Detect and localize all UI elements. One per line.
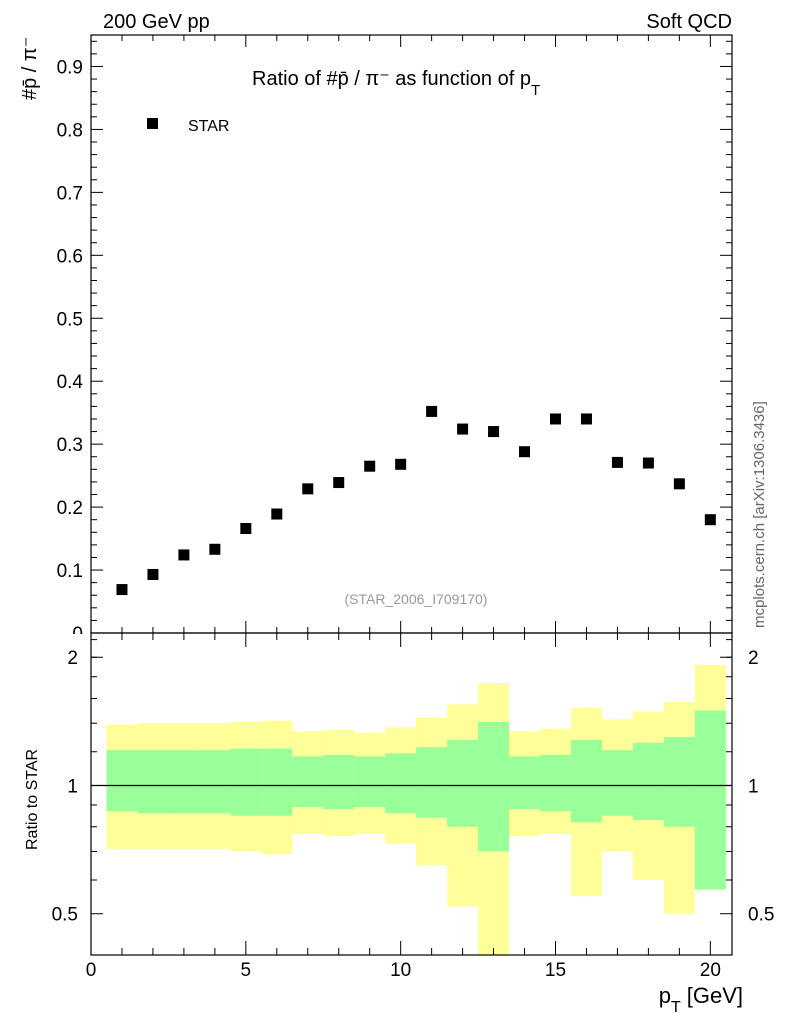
stat-uncertainty-band bbox=[292, 756, 324, 808]
data-point bbox=[580, 413, 592, 425]
data-point bbox=[673, 478, 685, 490]
header-collision-label: 200 GeV pp bbox=[103, 11, 210, 33]
data-point bbox=[240, 523, 252, 535]
ratio-y-tick-label-right: 1 bbox=[748, 776, 759, 797]
x-tick-label: 5 bbox=[241, 960, 252, 981]
stat-uncertainty-band bbox=[168, 750, 200, 814]
data-point bbox=[457, 423, 469, 435]
main-y-tick-label: 0.9 bbox=[57, 57, 83, 78]
stat-uncertainty-band bbox=[601, 750, 633, 816]
data-point bbox=[333, 477, 345, 489]
stat-uncertainty-band bbox=[540, 754, 571, 812]
x-axis-label: pT [GeV] bbox=[659, 983, 743, 1016]
ratio-y-tick-label-right: 2 bbox=[748, 648, 759, 669]
main-y-tick-label: 0.8 bbox=[57, 120, 83, 141]
stat-uncertainty-band bbox=[106, 750, 138, 812]
uncertainty-bands bbox=[106, 664, 726, 955]
data-point bbox=[364, 460, 376, 472]
stat-uncertainty-band bbox=[416, 747, 448, 818]
x-axis-label-unit: [GeV] bbox=[687, 983, 743, 1008]
data-point bbox=[116, 584, 128, 596]
stat-uncertainty-band bbox=[632, 742, 664, 820]
ratio-x-axis: 0 5 10 15 20 bbox=[86, 633, 721, 981]
main-y-axis: 0 0.1 0.2 0.3 0.4 0.5 0.6 0.7 0.8 0.9 bbox=[57, 40, 732, 645]
x-tick-label: 20 bbox=[700, 960, 721, 981]
x-axis-label-subscript: T bbox=[671, 999, 681, 1016]
stat-uncertainty-band bbox=[230, 748, 262, 816]
stat-uncertainty-band bbox=[199, 750, 231, 814]
ratio-panel: 0.5 0.5 1 1 2 2 0 5 10 15 20 Ratio to STAR pT [GeV… bbox=[24, 632, 774, 1016]
legend-marker-star bbox=[147, 118, 158, 129]
legend-label-star: STAR bbox=[188, 118, 229, 135]
stat-uncertainty-band bbox=[447, 739, 479, 827]
side-credit-label: mcplots.cern.ch [arXiv:1306.3436] bbox=[751, 401, 768, 628]
data-point bbox=[426, 405, 438, 417]
stat-uncertainty-band bbox=[663, 736, 695, 827]
data-point bbox=[147, 568, 159, 580]
x-tick-label: 10 bbox=[390, 960, 411, 981]
stat-uncertainty-band bbox=[261, 748, 293, 816]
ratio-y-tick-label-left: 0.5 bbox=[52, 905, 78, 926]
main-y-tick-label: 0.6 bbox=[57, 246, 83, 267]
main-y-tick-label: 0.3 bbox=[57, 435, 83, 456]
main-title-text: Ratio of #p̄ / π⁻ as function of p bbox=[252, 68, 531, 90]
ratio-y-tick-label-left: 1 bbox=[67, 776, 78, 797]
x-tick-label: 0 bbox=[86, 960, 97, 981]
main-title-subscript: T bbox=[531, 82, 540, 99]
main-panel: 0 0.1 0.2 0.3 0.4 0.5 0.6 0.7 0.8 0.9 Ratio of #p… bbox=[19, 34, 733, 645]
main-y-tick-label: 0 bbox=[72, 624, 83, 645]
ratio-frame bbox=[90, 632, 733, 956]
data-point bbox=[302, 483, 314, 495]
data-point bbox=[178, 549, 190, 561]
data-point bbox=[704, 514, 716, 526]
data-point bbox=[271, 508, 283, 520]
main-y-tick-label: 0.5 bbox=[57, 309, 83, 330]
x-axis-label-p: p bbox=[659, 983, 671, 1008]
main-y-tick-label: 0.7 bbox=[57, 183, 83, 204]
ratio-y-axis: 0.5 0.5 1 1 2 2 bbox=[52, 639, 774, 926]
main-y-tick-label: 0.1 bbox=[57, 561, 83, 582]
header-process-label: Soft QCD bbox=[646, 11, 732, 33]
stat-uncertainty-band bbox=[385, 753, 417, 814]
analysis-id-annotation: (STAR_2006_I709170) bbox=[345, 591, 488, 607]
stat-uncertainty-band bbox=[478, 721, 510, 852]
stat-uncertainty-band bbox=[323, 754, 355, 810]
data-point bbox=[549, 413, 561, 425]
data-point bbox=[642, 457, 654, 469]
main-title: Ratio of #p̄ / π⁻ as function of pT bbox=[252, 68, 540, 99]
data-point bbox=[519, 446, 531, 458]
data-point bbox=[209, 543, 221, 555]
ratio-y-axis-label: Ratio to STAR bbox=[24, 749, 41, 850]
stat-uncertainty-band bbox=[694, 710, 726, 890]
main-x-axis bbox=[90, 35, 711, 633]
main-y-tick-label: 0.2 bbox=[57, 498, 83, 519]
ratio-y-tick-label-right: 0.5 bbox=[748, 905, 774, 926]
stat-uncertainty-band bbox=[354, 756, 386, 808]
main-y-tick-label: 0.4 bbox=[57, 372, 84, 393]
stat-uncertainty-band bbox=[570, 739, 602, 823]
ratio-y-tick-label-left: 2 bbox=[67, 648, 78, 669]
data-point bbox=[611, 456, 623, 468]
data-point bbox=[395, 458, 407, 470]
stat-uncertainty-band bbox=[509, 756, 541, 810]
stat-uncertainty-band bbox=[137, 750, 169, 814]
x-tick-label: 15 bbox=[545, 960, 566, 981]
data-point bbox=[488, 426, 500, 438]
main-y-axis-label: #p̄ / π⁻ bbox=[19, 37, 41, 100]
data-points bbox=[116, 405, 716, 596]
